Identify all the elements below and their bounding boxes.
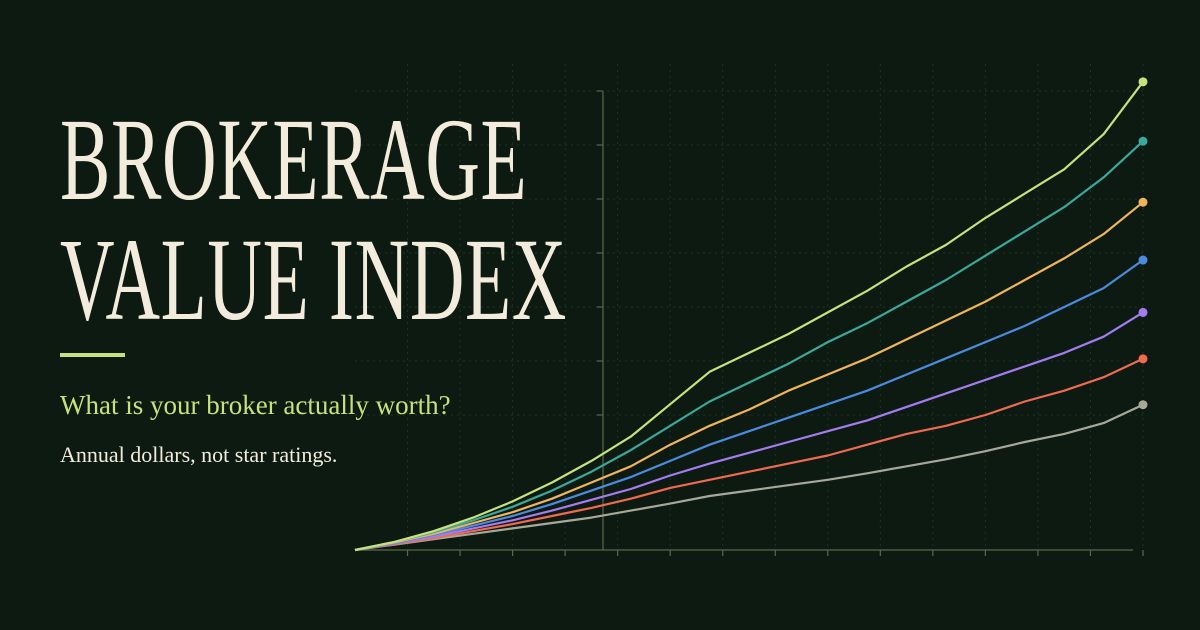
series-line — [354, 357, 1144, 552]
series-line — [354, 403, 1144, 552]
series-line — [354, 140, 1144, 552]
end-dot — [1138, 354, 1148, 364]
end-dot — [1138, 400, 1148, 410]
title: BROKERAGE VALUE INDEX — [60, 94, 567, 345]
series-line — [354, 259, 1144, 552]
end-dot — [1138, 77, 1148, 87]
series-line — [354, 81, 1144, 552]
series-line — [354, 201, 1144, 552]
subtitle: What is your broker actually worth? — [60, 390, 451, 420]
tagline: Annual dollars, not star ratings. — [60, 442, 338, 467]
end-dot — [1138, 255, 1148, 265]
series-line — [354, 311, 1144, 552]
end-dot — [1138, 136, 1148, 146]
accent-bar — [60, 353, 125, 357]
end-dot — [1138, 307, 1148, 317]
end-dot — [1138, 197, 1148, 207]
